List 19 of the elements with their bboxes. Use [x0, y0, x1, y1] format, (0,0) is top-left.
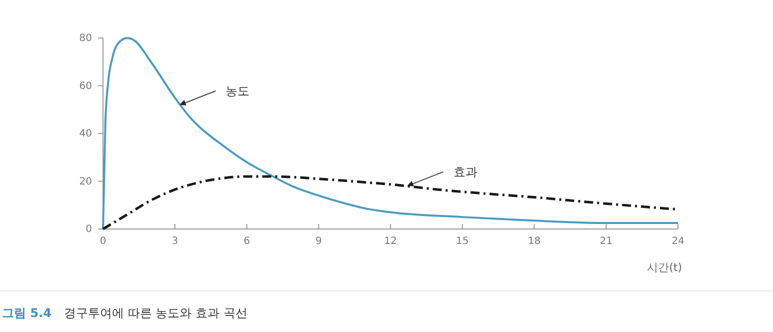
- x-tick-label: 9: [315, 236, 322, 248]
- annotation: 효과: [453, 164, 478, 179]
- y-tick-label: 60: [79, 80, 92, 92]
- y-tick-label: 20: [79, 176, 92, 188]
- x-tick-label: 3: [172, 236, 178, 248]
- x-tick-label: 24: [672, 236, 684, 248]
- x-axis-title: 시간(t): [647, 261, 682, 274]
- annotation: 농도: [226, 84, 250, 98]
- x-tick-label: 6: [244, 236, 250, 248]
- y-tick-label: 0: [86, 224, 92, 236]
- x-tick-label: 15: [456, 236, 469, 248]
- x-tick-label: 0: [100, 236, 106, 248]
- text: 경구투여에 따른 농도와 효과 곡선: [64, 306, 248, 320]
- y-tick-label: 80: [79, 33, 92, 44]
- x-tick-label: 21: [600, 236, 612, 248]
- y-tick-label: 40: [79, 128, 92, 140]
- text: 그림 5.4: [2, 306, 52, 320]
- x-tick-label: 18: [528, 236, 541, 248]
- x-tick-label: 12: [384, 236, 397, 248]
